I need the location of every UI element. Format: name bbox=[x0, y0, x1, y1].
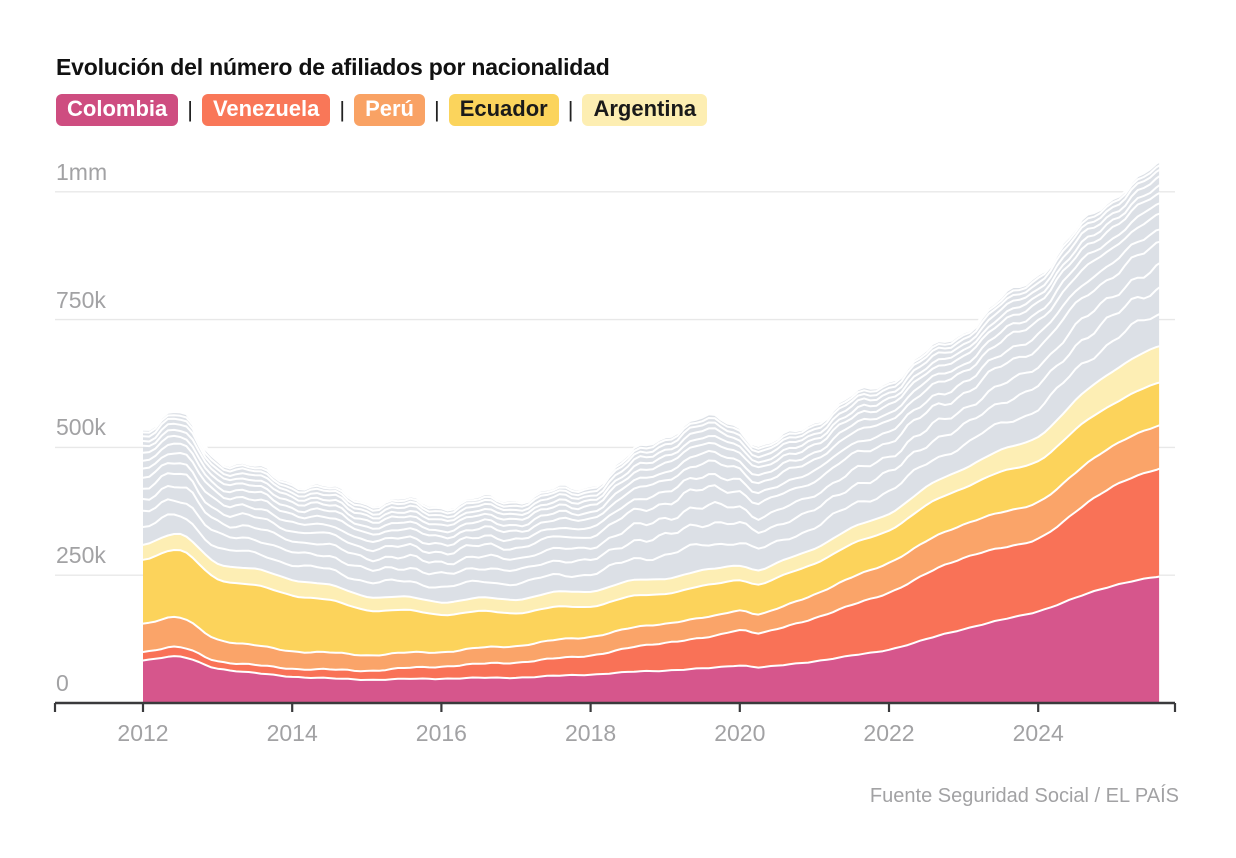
x-axis-label-2012: 2012 bbox=[117, 720, 169, 746]
band-separator bbox=[142, 175, 1161, 519]
band-separator bbox=[142, 192, 1161, 527]
x-axis-label-2016: 2016 bbox=[415, 720, 467, 746]
band-separator bbox=[142, 161, 1161, 510]
area-band-ecuador bbox=[143, 382, 1160, 656]
area-band-otras-banda-7 bbox=[143, 203, 1160, 539]
source-credit: Fuente Seguridad Social / EL PAÍS bbox=[869, 785, 1179, 807]
legend-separator: | bbox=[187, 97, 193, 123]
band-separator bbox=[142, 313, 1161, 589]
band-separator bbox=[142, 184, 1161, 522]
legend-chip-colombia: Colombia bbox=[56, 94, 179, 127]
legend-chip-ecuador: Ecuador bbox=[448, 94, 559, 127]
band-separator bbox=[142, 381, 1161, 617]
y-axis-label-500k: 500k bbox=[56, 414, 106, 441]
x-axis-label-2020: 2020 bbox=[714, 720, 766, 746]
area-band-otras-banda-1 bbox=[143, 314, 1160, 603]
y-axis-label-1mm: 1mm bbox=[56, 158, 108, 185]
area-band-otras-banda-4 bbox=[143, 241, 1160, 565]
area-band-otras-banda-6 bbox=[143, 213, 1160, 546]
legend-chip-peru: Perú bbox=[354, 94, 425, 127]
band-separator bbox=[142, 424, 1161, 657]
area-band-venezuela bbox=[143, 468, 1160, 680]
x-axis-label-2014: 2014 bbox=[266, 720, 318, 746]
band-separator bbox=[142, 467, 1161, 673]
y-axis-label-250k: 250k bbox=[56, 542, 106, 569]
y-axis-label-0: 0 bbox=[56, 670, 69, 696]
band-separator bbox=[142, 169, 1161, 515]
x-axis-label-2018: 2018 bbox=[565, 720, 617, 746]
band-separator bbox=[142, 202, 1161, 534]
x-axis-label-2022: 2022 bbox=[863, 720, 915, 746]
legend-separator: | bbox=[567, 97, 574, 123]
band-separator bbox=[142, 575, 1161, 681]
band-separator bbox=[142, 345, 1161, 604]
area-band-otras-banda-8 bbox=[143, 193, 1160, 533]
x-axis-label-2024: 2024 bbox=[1012, 720, 1064, 746]
legend: Colombia | Venezuela | Perú | Ecuador | Argentin… bbox=[56, 94, 708, 127]
chart-title: Evolución del número de afiliados por na… bbox=[56, 54, 610, 80]
band-separator bbox=[142, 212, 1161, 540]
band-separator bbox=[142, 164, 1161, 512]
area-band-otras-banda-3 bbox=[143, 263, 1160, 575]
legend-chip-venezuela: Venezuela bbox=[201, 94, 331, 127]
legend-separator: | bbox=[339, 97, 346, 123]
area-band-argentina bbox=[143, 346, 1160, 616]
band-separator bbox=[142, 286, 1161, 576]
legend-chip-argentina: Argentina bbox=[582, 94, 708, 127]
y-axis-label-750k: 750k bbox=[56, 286, 106, 313]
legend-separator: | bbox=[433, 97, 440, 123]
band-separator bbox=[142, 262, 1161, 566]
area-band-otras-banda-5 bbox=[143, 229, 1160, 555]
band-separator bbox=[142, 228, 1161, 547]
area-band-otras-banda-2 bbox=[143, 287, 1160, 588]
band-separator bbox=[142, 240, 1161, 556]
area-band-colombia bbox=[143, 576, 1160, 703]
area-band-peru bbox=[143, 425, 1160, 672]
